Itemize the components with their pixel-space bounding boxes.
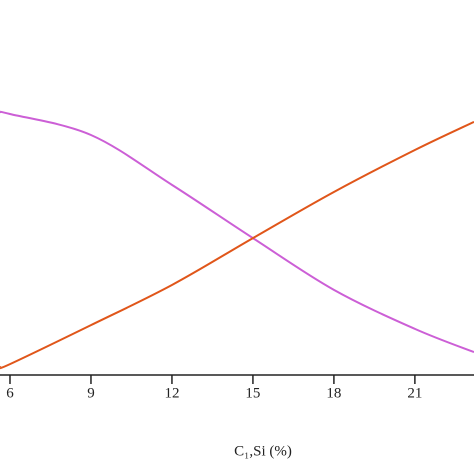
series-line: [0, 120, 474, 370]
x-tick-label: 9: [87, 385, 95, 401]
x-tick-label: 15: [245, 385, 260, 401]
series-line: [0, 110, 474, 354]
x-tick-label: 12: [164, 385, 179, 401]
x-axis-label: C₁,Si (%): [234, 443, 292, 459]
x-tick-label: 21: [407, 385, 422, 401]
x-tick-label: 6: [6, 385, 14, 401]
x-tick-label: 18: [326, 385, 341, 401]
